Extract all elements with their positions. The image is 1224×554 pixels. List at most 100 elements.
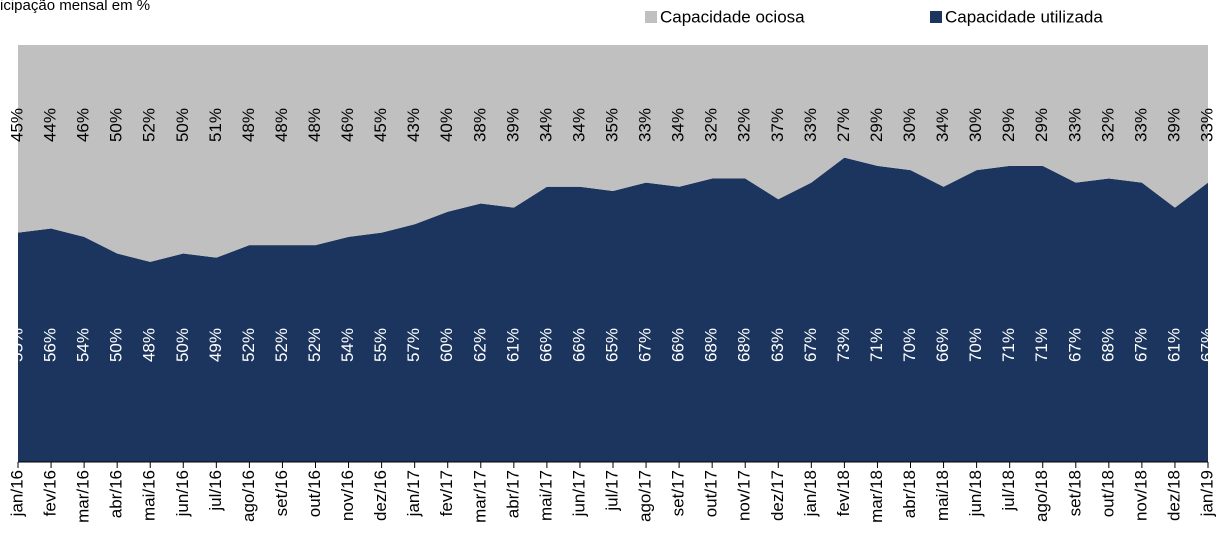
x-tick-label: mar/17 [470,470,489,523]
value-label: 67% [1131,328,1150,362]
x-tick-label: nov/18 [1131,470,1150,521]
x-tick-label: ago/16 [239,470,258,522]
value-label: 38% [470,108,489,142]
x-tick-label: mar/18 [867,470,886,523]
value-label: 68% [735,328,754,362]
x-tick-label: jan/18 [801,470,820,517]
value-label: 45% [371,108,390,142]
value-label: 54% [338,328,357,362]
x-tick-label: dez/18 [1164,470,1183,521]
value-label: 46% [74,108,93,142]
x-tick-label: fev/17 [437,470,456,516]
value-label: 29% [999,108,1018,142]
value-label: 71% [999,328,1018,362]
x-tick-label: jan/17 [404,470,423,517]
x-tick-label: ago/17 [636,470,655,522]
x-tick-label: set/18 [1065,470,1084,516]
x-tick-label: jun/18 [966,470,985,517]
value-label: 43% [404,108,423,142]
value-label: 40% [437,108,456,142]
value-label: 34% [933,108,952,142]
value-label: 66% [669,328,688,362]
x-tick-label: mai/18 [933,470,952,521]
x-tick-label: jun/16 [173,470,192,517]
value-label: 50% [173,108,192,142]
x-tick-label: fev/16 [41,470,60,516]
value-label: 67% [801,328,820,362]
x-tick-label: out/16 [305,470,324,517]
value-label: 29% [867,108,886,142]
value-label: 34% [669,108,688,142]
x-tick-label: abr/17 [503,470,522,518]
x-tick-label: out/17 [702,470,721,517]
value-label: 73% [834,328,853,362]
value-label: 54% [74,328,93,362]
value-label: 33% [1065,108,1084,142]
x-tick-label: dez/17 [768,470,787,521]
chart-title: icipação mensal em % [0,0,150,14]
value-label: 33% [801,108,820,142]
value-label: 33% [636,108,655,142]
value-label: 65% [602,328,621,362]
value-label: 70% [900,328,919,362]
value-label: 66% [536,328,555,362]
value-label: 27% [834,108,853,142]
value-label: 49% [206,328,225,362]
value-label: 55% [7,328,26,362]
value-label: 61% [503,328,522,362]
value-label: 52% [239,328,258,362]
value-label: 60% [437,328,456,362]
value-label: 34% [536,108,555,142]
value-label: 71% [1032,328,1051,362]
value-label: 39% [503,108,522,142]
legend-swatch [645,11,657,23]
x-tick-label: jul/17 [602,470,621,512]
x-tick-label: mai/17 [536,470,555,521]
value-label: 48% [239,108,258,142]
area [18,157,1208,462]
value-label: 34% [569,108,588,142]
value-label: 33% [1131,108,1150,142]
value-label: 48% [305,108,324,142]
value-label: 70% [966,328,985,362]
x-tick-label: mar/16 [74,470,93,523]
value-label: 55% [371,328,390,362]
x-tick-label: fev/18 [834,470,853,516]
legend-label: Capacidade utilizada [945,7,1103,26]
x-tick-label: abr/18 [900,470,919,518]
x-tick-label: set/17 [669,470,688,516]
value-label: 68% [702,328,721,362]
value-label: 48% [140,328,159,362]
x-tick-label: nov/17 [735,470,754,521]
value-label: 44% [41,108,60,142]
value-label: 45% [7,108,26,142]
value-label: 52% [272,328,291,362]
value-label: 30% [900,108,919,142]
value-label: 33% [1197,108,1216,142]
value-label: 32% [735,108,754,142]
value-label: 57% [404,328,423,362]
value-label: 46% [338,108,357,142]
value-label: 50% [107,108,126,142]
x-tick-label: mai/16 [140,470,159,521]
x-tick-label: jan/16 [7,470,26,517]
value-label: 61% [1164,328,1183,362]
value-label: 67% [636,328,655,362]
value-label: 30% [966,108,985,142]
value-label: 63% [768,328,787,362]
x-tick-label: ago/18 [1032,470,1051,522]
x-tick-label: jun/17 [569,470,588,517]
x-tick-label: jul/16 [206,470,225,512]
value-label: 52% [305,328,324,362]
legend-label: Capacidade ociosa [660,7,805,26]
x-tick-label: set/16 [272,470,291,516]
value-label: 39% [1164,108,1183,142]
value-label: 66% [569,328,588,362]
value-label: 50% [107,328,126,362]
value-label: 62% [470,328,489,362]
value-label: 32% [702,108,721,142]
value-label: 52% [140,108,159,142]
x-tick-label: jan/19 [1197,470,1216,517]
value-label: 71% [867,328,886,362]
